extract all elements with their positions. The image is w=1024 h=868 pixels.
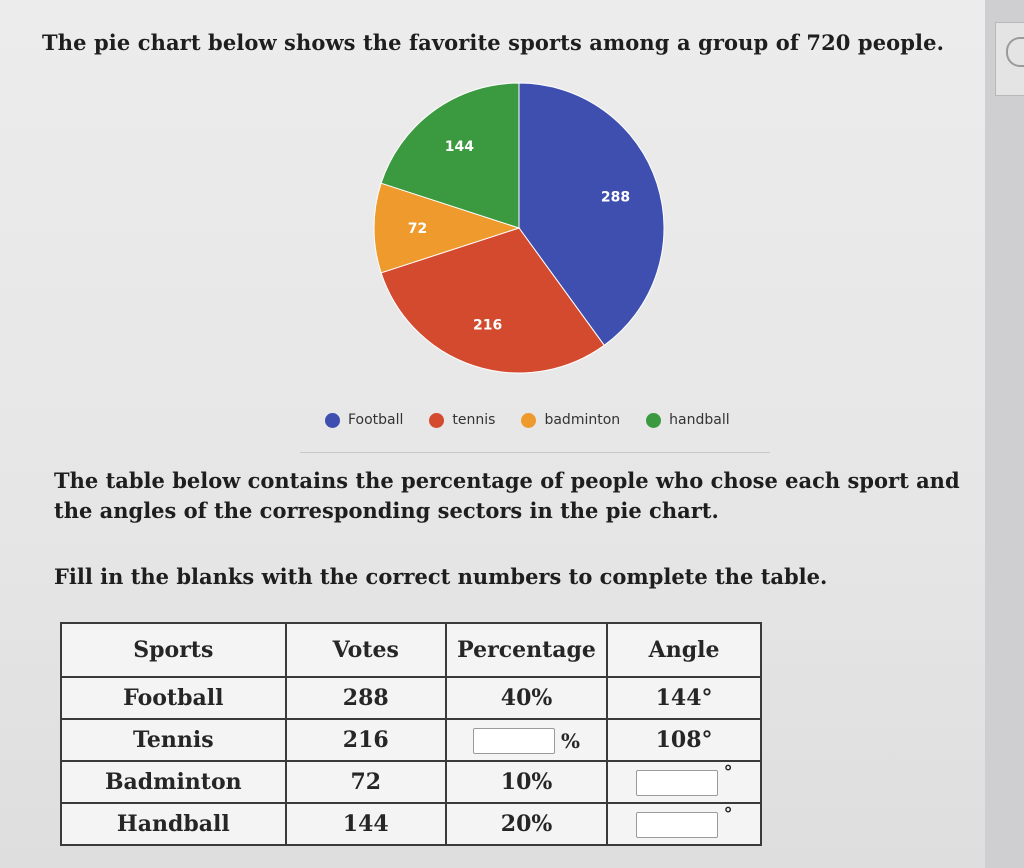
- badminton-angle-input[interactable]: [635, 769, 718, 796]
- answer-table: Sports Votes Percentage Angle Football 2…: [60, 622, 762, 846]
- sport-cell: Tennis: [60, 718, 287, 762]
- angle-cell: 108°: [606, 718, 762, 762]
- table-row: Football 288 40% 144°: [60, 676, 762, 720]
- legend-item-badminton: badminton: [521, 412, 620, 428]
- pie-slice-football: [518, 82, 665, 347]
- percentage-cell: 40%: [444, 676, 609, 720]
- legend-label: Football: [348, 412, 404, 428]
- table-row: Handball 144 20% °: [60, 802, 762, 846]
- slice-label-badminton: 72: [408, 221, 427, 237]
- divider: [300, 452, 770, 453]
- right-edge-panel: [985, 0, 1024, 868]
- degree-unit: °: [723, 804, 733, 826]
- instruction-text: Fill in the blanks with the correct numb…: [54, 564, 828, 589]
- header-sports: Sports: [60, 622, 287, 678]
- pie-chart: 288 216 72 144: [300, 60, 780, 460]
- legend-dot-icon: [325, 412, 340, 428]
- handball-angle-input[interactable]: [635, 811, 718, 838]
- legend-dot-icon: [521, 412, 537, 428]
- percentage-blank-group: %: [473, 727, 581, 754]
- hook-icon: [1006, 37, 1024, 67]
- votes-cell: 144: [284, 802, 447, 846]
- pie-slice-tennis: [380, 227, 605, 374]
- votes-cell: 72: [284, 760, 447, 804]
- table-header-row: Sports Votes Percentage Angle: [60, 622, 762, 678]
- pie-slice-handball: [380, 82, 520, 229]
- percentage-cell: 20%: [444, 802, 609, 846]
- angle-cell: °: [606, 802, 762, 846]
- sport-cell: Handball: [60, 802, 287, 846]
- question-heading: The pie chart below shows the favorite s…: [42, 30, 944, 55]
- legend-label: badminton: [544, 412, 621, 428]
- angle-cell: °: [606, 760, 762, 804]
- table-description: The table below contains the percentage …: [54, 468, 960, 523]
- table-row: Tennis 216 % 108°: [60, 718, 762, 762]
- table-row: Badminton 72 10% °: [60, 760, 762, 804]
- percent-unit: %: [561, 728, 581, 753]
- slice-label-tennis: 216: [473, 318, 502, 334]
- header-percentage: Percentage: [444, 622, 609, 678]
- slice-label-handball: 144: [445, 139, 474, 155]
- legend-dot-icon: [646, 412, 662, 428]
- legend-item-tennis: tennis: [429, 412, 495, 428]
- angle-blank-group: °: [635, 762, 733, 796]
- header-angle: Angle: [606, 622, 762, 678]
- degree-unit: °: [723, 762, 733, 784]
- chart-legend: Football tennis badminton handball: [325, 412, 730, 428]
- sport-cell: Badminton: [60, 760, 287, 804]
- legend-label: handball: [669, 412, 730, 428]
- side-widget[interactable]: [995, 22, 1024, 96]
- votes-cell: 288: [284, 676, 447, 720]
- pie-chart-svg: 288 216 72 144: [373, 82, 665, 374]
- angle-cell: 144°: [606, 676, 762, 720]
- legend-item-football: Football: [325, 412, 403, 428]
- header-votes: Votes: [284, 622, 447, 678]
- percentage-cell: 10%: [444, 760, 609, 804]
- pie-slice-badminton: [373, 182, 521, 274]
- sport-cell: Football: [60, 676, 287, 720]
- percentage-cell: %: [444, 718, 609, 762]
- legend-item-handball: handball: [646, 412, 730, 428]
- angle-blank-group: °: [635, 804, 733, 838]
- slice-label-football: 288: [601, 190, 630, 206]
- legend-dot-icon: [429, 412, 445, 428]
- legend-label: tennis: [452, 412, 496, 428]
- votes-cell: 216: [284, 718, 447, 762]
- tennis-percentage-input[interactable]: [473, 727, 556, 754]
